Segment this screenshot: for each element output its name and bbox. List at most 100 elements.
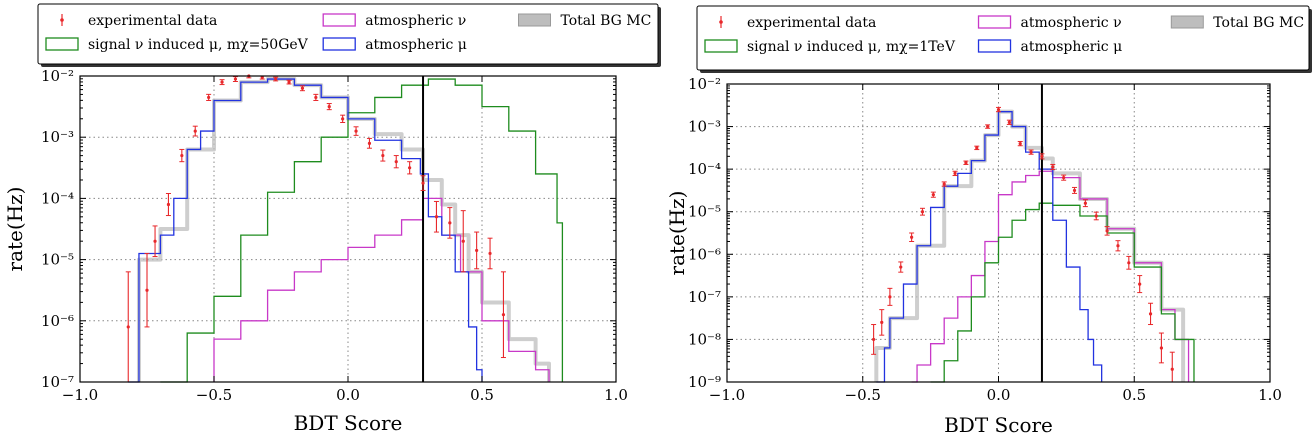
x-tick-label: 0.5 xyxy=(470,386,494,404)
x-axis-label: BDT Score xyxy=(944,413,1053,437)
y-tick-label: 10⁻⁴ xyxy=(688,160,721,178)
data-point-marker xyxy=(1148,312,1153,316)
data-point-marker xyxy=(880,320,884,324)
data-point xyxy=(1028,149,1034,155)
data-point-marker xyxy=(367,141,372,145)
data-point-marker xyxy=(287,80,291,84)
data-point xyxy=(996,106,1001,113)
data-point-marker xyxy=(953,171,957,175)
data-point-marker xyxy=(394,160,398,164)
data-point-marker xyxy=(434,215,439,219)
legend-swatch-atm-nu xyxy=(322,13,356,27)
data-point-marker xyxy=(327,105,331,109)
data-point xyxy=(887,287,893,306)
x-tick-label: 1.0 xyxy=(1258,386,1282,404)
x-tick-label: 0.0 xyxy=(336,386,360,404)
y-axis: 10⁻⁷ 10⁻⁶ 10⁻⁵ 10⁻⁴ 10⁻³ 10⁻² xyxy=(41,67,616,391)
data-point xyxy=(380,149,386,162)
data-point xyxy=(165,193,171,217)
legend: experimental data signal ν induced μ, mχ=… xyxy=(37,3,661,67)
data-point-marker xyxy=(1040,154,1044,158)
data-point-marker xyxy=(145,288,149,292)
data-point-marker xyxy=(180,153,184,158)
data-point xyxy=(353,126,359,136)
legend-entry-data: experimental data xyxy=(719,15,876,31)
data-point-marker xyxy=(314,95,318,100)
data-point xyxy=(433,200,439,233)
legend-box xyxy=(696,5,1310,71)
x-tick-label: −0.5 xyxy=(845,386,881,404)
legend-entry-atm-nu: atmospheric ν xyxy=(977,15,1122,31)
data-point xyxy=(919,207,925,216)
data-point-marker xyxy=(381,153,385,158)
data-point xyxy=(1126,255,1132,270)
data-point-marker xyxy=(153,239,157,243)
data-point xyxy=(985,124,991,129)
legend-swatch-atm-nu xyxy=(977,15,1012,29)
legend-label-data: experimental data xyxy=(747,15,876,31)
data-point-marker xyxy=(872,337,876,342)
series-signal xyxy=(160,78,564,383)
data-point xyxy=(974,145,980,151)
y-tick-label: 10⁻⁶ xyxy=(688,245,721,263)
data-point-marker xyxy=(1051,165,1055,169)
data-point xyxy=(366,137,372,149)
data-point xyxy=(952,170,958,177)
data-point xyxy=(1072,186,1078,194)
data-point-marker xyxy=(1018,142,1022,146)
legend-entry-signal: signal ν induced μ, mχ=50GeV xyxy=(45,37,309,53)
data-point xyxy=(420,175,426,191)
legend-swatch-total-bg xyxy=(518,13,551,27)
x-axis-label: BDT Score xyxy=(294,411,403,435)
data-point xyxy=(326,103,332,111)
legend-entry-atm-mu: atmospheric μ xyxy=(977,39,1122,55)
data-point-marker xyxy=(300,86,305,90)
legend-label-atm-nu: atmospheric ν xyxy=(365,13,466,29)
data-point xyxy=(474,231,480,270)
data-point xyxy=(393,155,399,169)
data-point xyxy=(500,271,506,359)
x-axis: −1.0 −0.5 0.0 0.5 1.0 xyxy=(62,76,628,404)
data-point xyxy=(460,210,466,273)
legend-data-marker xyxy=(60,18,64,22)
series-total-bg-mc xyxy=(136,77,551,382)
data-point-marker xyxy=(501,313,506,317)
legend-entry-atm-nu: atmospheric ν xyxy=(322,13,466,29)
data-point xyxy=(1148,302,1154,326)
experimental-data-points xyxy=(125,74,506,383)
data-point xyxy=(447,207,453,239)
y-axis-label: rate(Hz) xyxy=(665,191,689,276)
data-point xyxy=(1061,174,1067,181)
data-point-marker xyxy=(986,124,990,129)
data-point xyxy=(1017,140,1023,147)
data-point xyxy=(930,191,936,198)
data-point xyxy=(179,148,185,163)
series-signal xyxy=(930,202,1195,383)
data-point xyxy=(879,309,885,336)
x-tick-label: 0.0 xyxy=(987,386,1011,404)
y-tick-label: 10⁻⁸ xyxy=(688,330,721,348)
data-point xyxy=(941,181,947,187)
x-tick-label: −0.5 xyxy=(196,386,232,404)
data-point xyxy=(219,79,225,86)
y-tick-label: 10⁻³ xyxy=(41,128,74,146)
data-point-marker xyxy=(233,77,238,81)
legend-label-signal: signal ν induced μ, mχ=50GeV xyxy=(88,37,309,53)
data-point-marker xyxy=(461,239,465,243)
data-point xyxy=(313,93,319,101)
y-axis-label: rate(Hz) xyxy=(3,187,27,272)
data-point-marker xyxy=(1029,150,1033,154)
legend-swatch-atm-mu xyxy=(977,39,1012,53)
data-point xyxy=(192,125,198,137)
data-point-marker xyxy=(888,295,892,299)
legend-entry-data: experimental data xyxy=(60,13,217,29)
data-point-marker xyxy=(942,182,946,186)
legend-label-signal: signal ν induced μ, mχ=1TeV xyxy=(747,39,956,55)
data-point-marker xyxy=(1072,188,1077,193)
y-tick-label: 10⁻⁵ xyxy=(41,251,74,269)
data-point-marker xyxy=(1170,367,1174,371)
y-tick-label: 10⁻⁷ xyxy=(41,373,74,391)
